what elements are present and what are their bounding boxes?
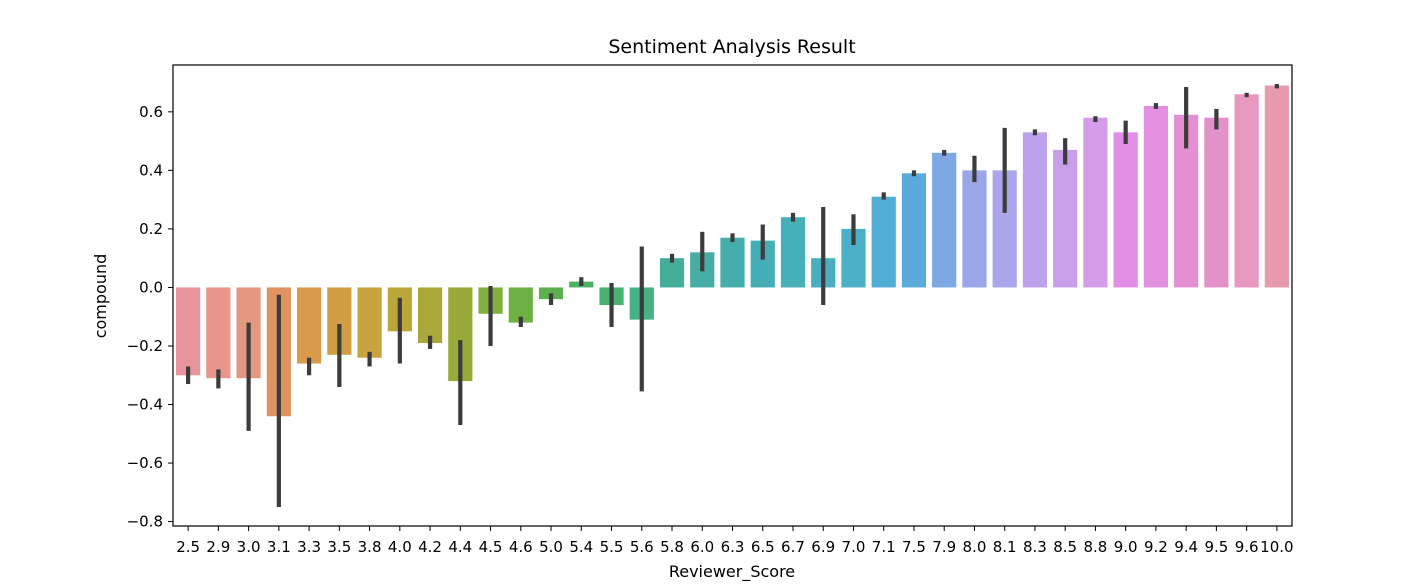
bar-4.2 [417,287,443,344]
x-tick-label: 4.0 [388,538,412,556]
y-tick-label: 0.4 [139,161,163,179]
bar-3.8 [357,287,382,358]
x-tick-label: 9.0 [1114,538,1138,556]
y-tick-label: 0.0 [139,278,163,296]
x-tick-label: 4.5 [479,538,503,556]
y-tick-label: 0.2 [139,220,163,238]
y-tick-label: −0.8 [127,513,163,531]
bar-2.5 [176,287,201,376]
x-tick-label: 5.6 [630,538,654,556]
x-tick-label: 3.8 [358,538,382,556]
bar-9.0 [1113,132,1138,288]
x-tick-label: 9.5 [1204,538,1228,556]
x-axis-label: Reviewer_Score [669,562,795,582]
bar-7.5 [901,173,927,288]
x-tick-label: 6.0 [690,538,714,556]
y-tick-label: −0.6 [127,454,163,472]
x-tick-label: 8.5 [1053,538,1077,556]
x-tick-label: 4.6 [509,538,533,556]
chart-title: Sentiment Analysis Result [608,36,855,58]
plot-frame [172,64,1293,527]
x-tick-label: 6.7 [781,538,805,556]
x-tick-label: 4.4 [448,538,472,556]
bar-7.1 [871,196,896,288]
errorbars-group [186,84,1279,507]
x-tick-label: 8.1 [993,538,1017,556]
x-tick-label: 9.2 [1144,538,1168,556]
x-tick-label: 5.5 [600,538,624,556]
bar-9.6 [1234,94,1259,288]
y-tick-label: 0.6 [139,103,163,121]
x-tick-label: 8.8 [1083,538,1107,556]
x-tick-label: 5.4 [569,538,593,556]
y-tick-label: −0.2 [127,337,163,355]
bar-6.3 [720,237,745,288]
bar-7.9 [932,152,957,288]
bar-8.0 [962,170,987,288]
bar-8.3 [1022,132,1048,288]
x-tick-label: 9.4 [1174,538,1198,556]
x-tick-label: 3.3 [297,538,321,556]
bar-5.8 [659,258,685,288]
y-axis-label: compound [91,254,110,339]
x-tick-label: 8.0 [963,538,987,556]
x-tick-label: 7.0 [842,538,866,556]
x-tick-label: 3.0 [237,538,261,556]
bar-8.5 [1053,149,1078,288]
x-tick-label: 8.3 [1023,538,1047,556]
x-tick-label: 6.3 [721,538,745,556]
x-tick-label: 2.9 [206,538,230,556]
y-tick-label: −0.4 [127,396,163,414]
bar-8.8 [1083,117,1108,288]
bar-9.5 [1204,117,1229,288]
x-tick-label: 5.8 [660,538,684,556]
bar-9.2 [1143,105,1169,288]
x-tick-label: 3.1 [267,538,291,556]
x-tick-label: 7.1 [872,538,896,556]
x-tick-label: 10.0 [1260,538,1293,556]
x-axis: 2.5 2.9 3.0 3.1 3.3 3.5 3.8 4.0 4.2 4.4 4.5 4.6 5.0 5… [176,526,1294,556]
x-tick-label: 7.5 [902,538,926,556]
x-tick-label: 3.5 [327,538,351,556]
x-tick-label: 7.9 [932,538,956,556]
x-tick-label: 9.6 [1235,538,1259,556]
x-tick-label: 6.5 [751,538,775,556]
bar-6.7 [780,217,806,288]
x-tick-label: 2.5 [176,538,200,556]
y-axis: −0.8 −0.6 −0.4 −0.2 0.0 0.2 0.4 0.6 [127,103,173,531]
bar-10.0 [1264,85,1289,288]
bar-3.3 [296,287,322,364]
x-tick-label: 4.2 [418,538,442,556]
x-tick-label: 6.9 [811,538,835,556]
bar-2.9 [206,287,231,379]
x-tick-label: 5.0 [539,538,563,556]
